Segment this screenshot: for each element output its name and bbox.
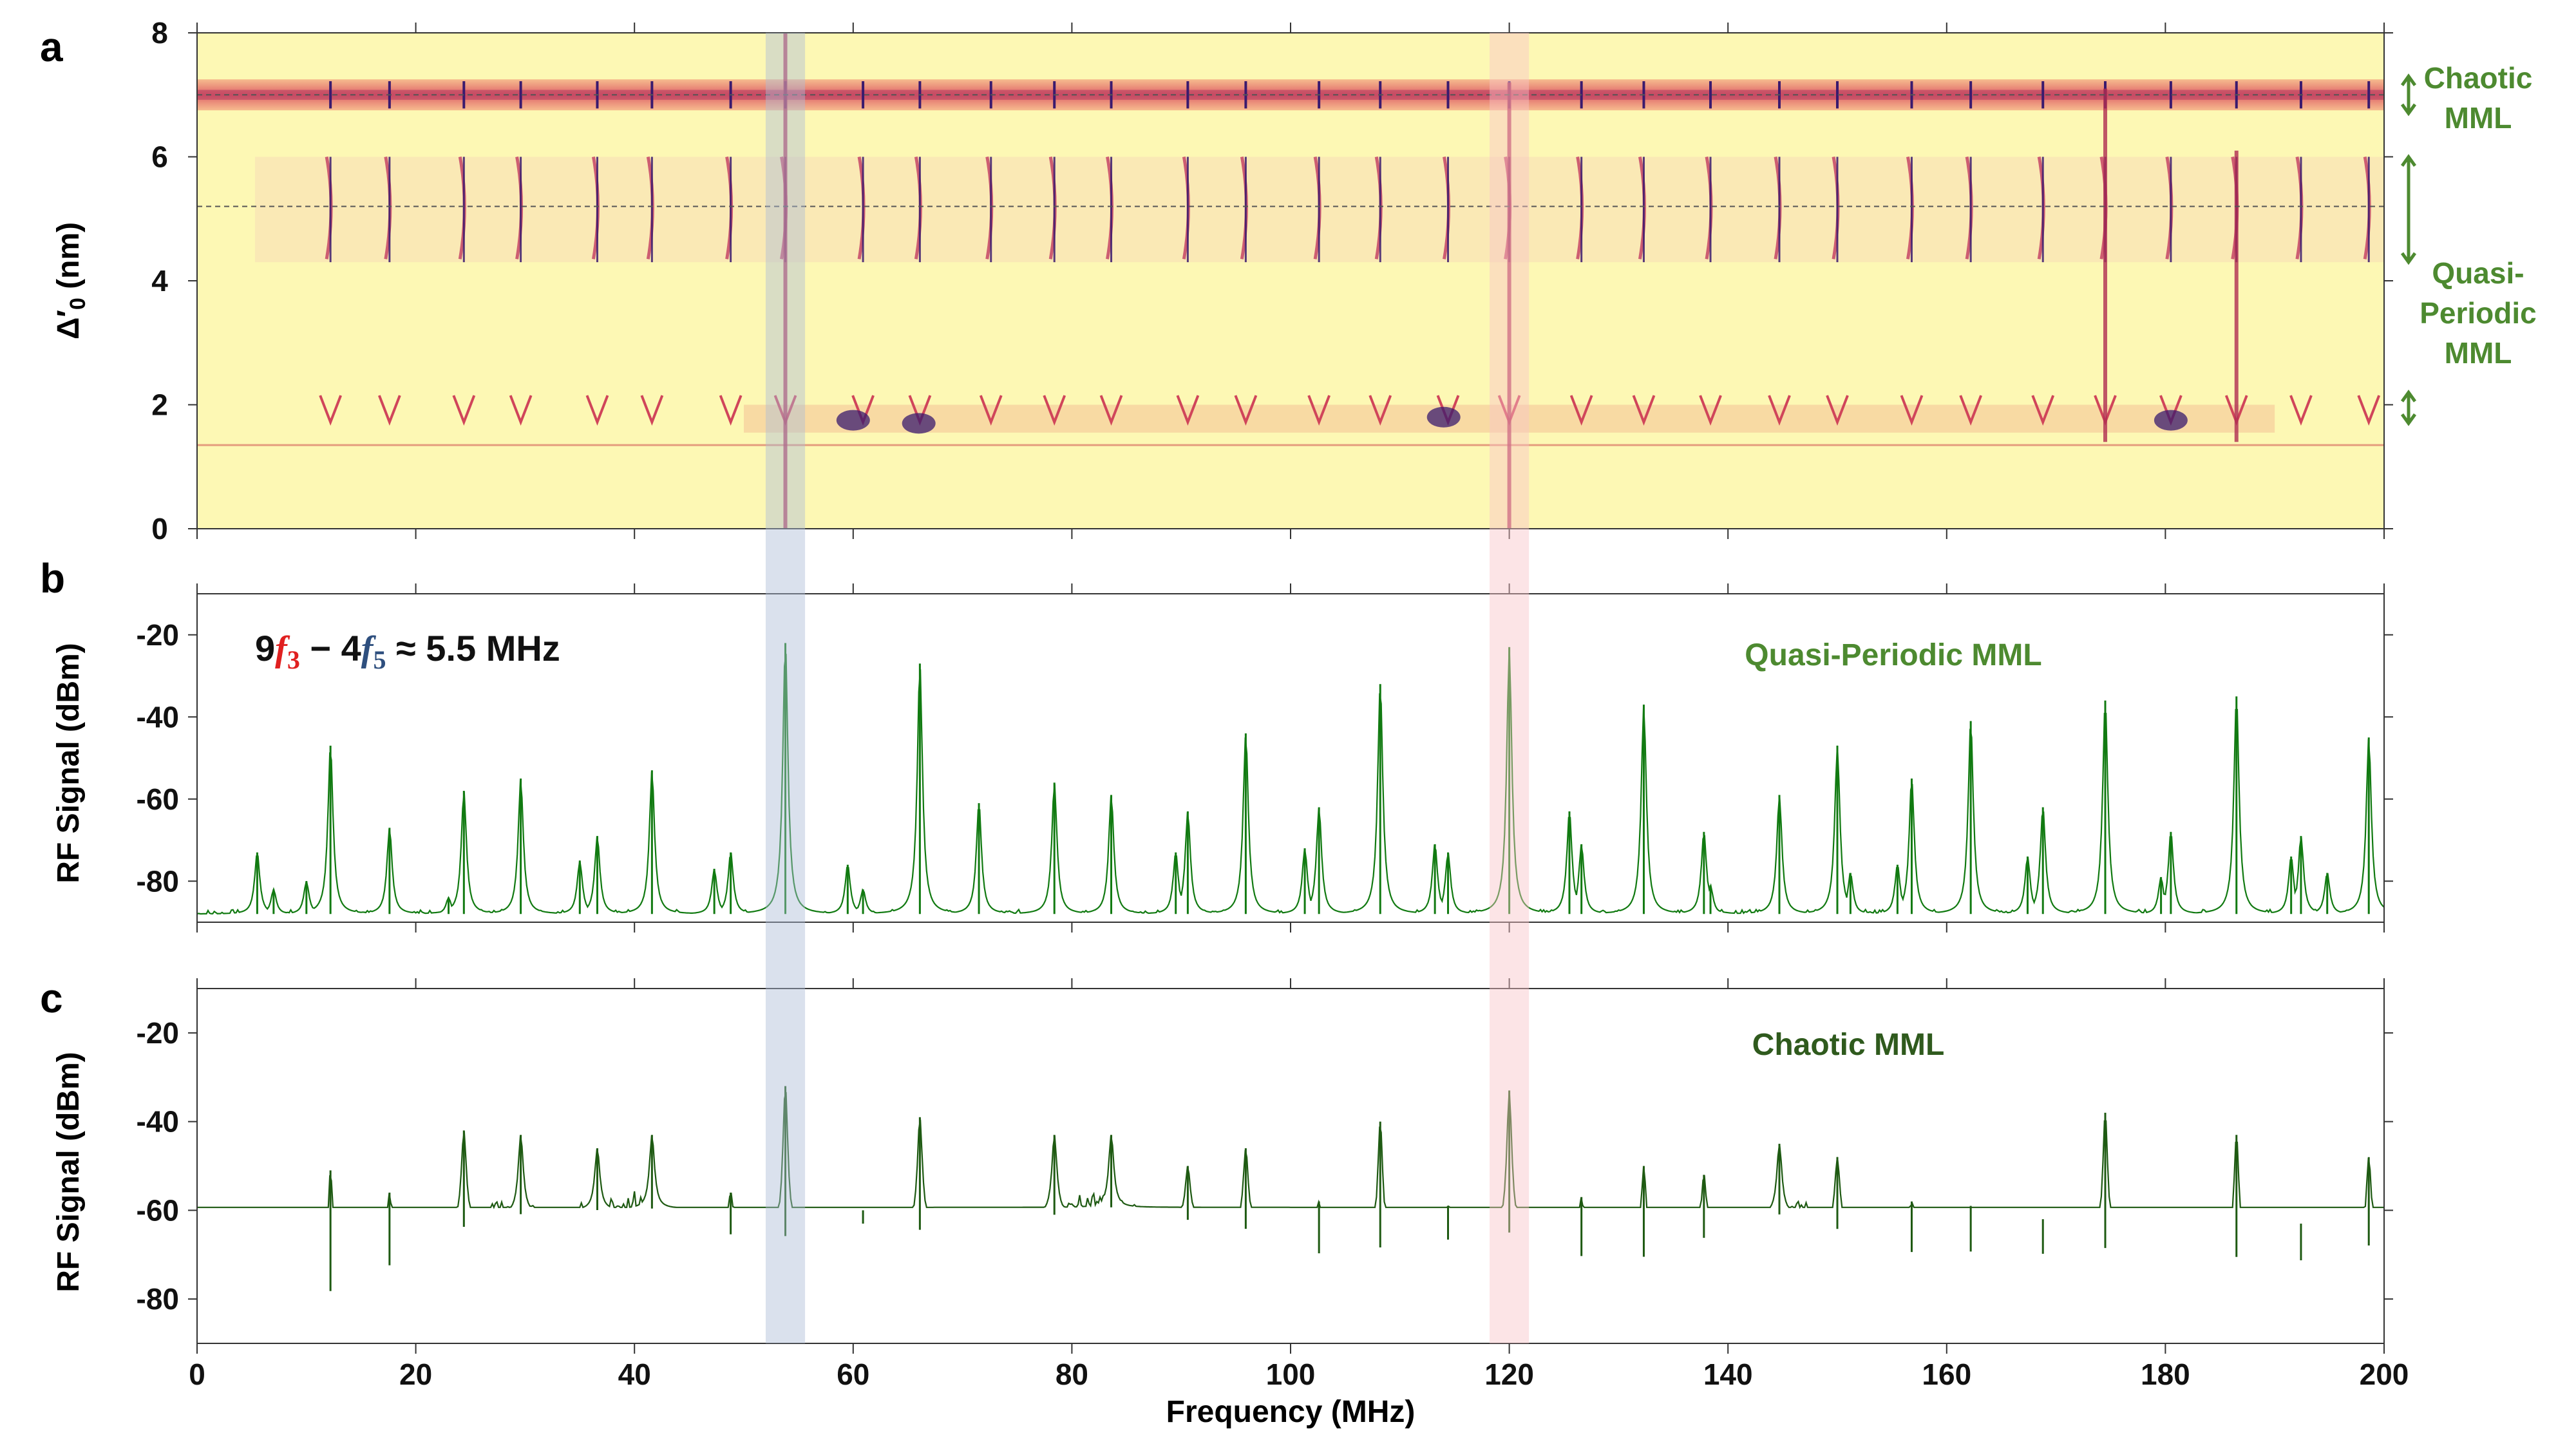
hot-spot <box>902 413 936 434</box>
low-band-v-feature <box>1632 395 1656 426</box>
annotation-quasi-line1: Quasi- <box>2432 256 2524 290</box>
y-tick-label: -40 <box>137 700 179 734</box>
low-band-v-feature <box>2031 395 2055 426</box>
y-tick-label: -20 <box>137 1016 179 1050</box>
approx-value: ≈ 5.5 MHz <box>386 628 560 668</box>
low-band-v-feature <box>2289 395 2313 426</box>
low-band-v-feature <box>719 395 743 426</box>
minus-four: − 4 <box>300 628 361 668</box>
panel-b-ticks: -80 -60 -40 -20 <box>137 583 2393 933</box>
panel-b-title: Quasi-Periodic MML <box>1745 638 2041 672</box>
low-band-v-feature <box>1307 395 1331 426</box>
panel-c-ticks: -80 -60 -40 -20 0 20 40 60 80 100 120 140 160 180 200 <box>137 978 2409 1391</box>
panel-label-a: a <box>40 24 63 70</box>
x-tick-label: 160 <box>1922 1358 1971 1391</box>
y-tick-label: -20 <box>137 618 179 652</box>
low-band-v-feature <box>1099 395 1123 426</box>
annotation-arrow-head-up <box>2400 154 2417 167</box>
x-tick-label: 120 <box>1484 1358 1534 1391</box>
heatmap-background <box>197 33 2384 529</box>
heatmap-marks <box>197 33 2384 529</box>
annotation-arrow-head-up <box>2400 389 2417 402</box>
low-band-v-feature <box>319 395 343 426</box>
annotation-arrow-head-up <box>2400 73 2417 86</box>
y-label-delta: Δ′ <box>52 310 86 339</box>
x-tick-label: 0 <box>189 1358 205 1391</box>
x-axis-label: Frequency (MHz) <box>1166 1395 1416 1429</box>
f5-subscript: 5 <box>373 645 386 674</box>
heatmap-ticks: 0 2 4 6 8 <box>151 16 2393 545</box>
low-band-v-feature <box>1699 395 1722 426</box>
x-tick-label: 40 <box>618 1358 651 1391</box>
x-tick-label: 20 <box>399 1358 432 1391</box>
x-tick-label: 80 <box>1056 1358 1088 1391</box>
quasi-periodic-spectrum <box>196 643 2385 915</box>
frequency-difference-annotation: 9f3 − 4f5 ≈ 5.5 MHz <box>255 628 560 674</box>
annotation-chaotic-line2: MML <box>2445 101 2512 135</box>
panel-c-frame <box>196 988 2385 1344</box>
x-tick-label: 140 <box>1703 1358 1753 1391</box>
y-tick-label: -80 <box>137 864 179 898</box>
chaotic-spectrum <box>197 1086 2384 1291</box>
low-band-v-feature <box>1176 395 1200 426</box>
annotation-arrow-head-down <box>2400 103 2417 117</box>
y-tick-label: -80 <box>137 1282 179 1316</box>
y-label-subscript: 0 <box>66 298 90 310</box>
panel-c: -80-60-40-200 20 40 60 80 100 120 140 160 180 200 … <box>40 975 2409 1429</box>
low-band-v-feature <box>1768 395 1791 426</box>
hot-spot <box>836 410 870 431</box>
low-band-v-feature <box>509 395 533 426</box>
low-band-v-feature <box>377 395 401 426</box>
highlight-band <box>765 33 806 1343</box>
spectrum-trace <box>197 1090 2384 1209</box>
low-band-v-feature <box>2357 395 2381 426</box>
low-band-v-feature <box>1569 395 1593 426</box>
low-band-v-feature <box>1900 395 1924 426</box>
hot-spot <box>1426 406 1461 428</box>
y-tick-label: 6 <box>151 140 168 174</box>
panel-b-y-axis-label: RF Signal (dBm) <box>52 643 86 883</box>
x-tick-label: 60 <box>837 1358 869 1391</box>
f3-subscript: 3 <box>287 645 300 674</box>
low-band-v-feature <box>1368 395 1392 426</box>
coef-nine: 9 <box>255 628 275 668</box>
y-tick-label: -60 <box>137 1193 179 1227</box>
annotation-quasi-line2: Periodic <box>2420 296 2537 330</box>
panel-c-title: Chaotic MML <box>1752 1028 1945 1062</box>
low-band-v-feature <box>1826 395 1849 426</box>
low-band-v-feature <box>1234 395 1258 426</box>
low-band-v-feature <box>1043 395 1066 426</box>
low-band-v-feature <box>452 395 476 426</box>
spectrum-trace <box>196 647 2385 915</box>
highlight-bands <box>765 33 1530 1343</box>
y-label-unit: (nm) <box>52 222 86 298</box>
panel-c-y-axis-label: RF Signal (dBm) <box>52 1052 86 1292</box>
y-tick-label: 2 <box>151 388 168 422</box>
y-tick-label: 0 <box>151 512 168 545</box>
low-band-v-feature <box>585 395 609 426</box>
low-band-v-feature <box>979 395 1003 426</box>
panel-b: -80 -60 -40 -20 b RF Signal (dBm) Quasi-Per… <box>40 555 2393 933</box>
x-tick-label: 200 <box>2360 1358 2409 1391</box>
heatmap-y-axis-label: Δ′0 (nm) <box>52 222 90 339</box>
regime-annotations: Chaotic MML Quasi- Periodic MML <box>2400 61 2537 426</box>
y-tick-label: -60 <box>137 782 179 816</box>
highlight-band <box>1490 33 1530 1343</box>
hot-spot <box>2154 410 2188 431</box>
x-tick-label: 100 <box>1266 1358 1316 1391</box>
y-tick-label: 8 <box>151 16 168 50</box>
annotation-arrow-head-down <box>2400 252 2417 265</box>
y-tick-label: -40 <box>137 1105 179 1139</box>
low-band-v-feature <box>640 395 664 426</box>
annotation-arrow-head-down <box>2400 413 2417 426</box>
annotation-quasi-line3: MML <box>2445 336 2512 370</box>
panel-label-b: b <box>40 555 65 601</box>
low-band-v-feature <box>1959 395 1983 426</box>
x-tick-label: 180 <box>2141 1358 2190 1391</box>
annotation-chaotic-line1: Chaotic <box>2424 61 2533 95</box>
panel-label-c: c <box>40 975 63 1021</box>
y-tick-label: 4 <box>151 264 168 298</box>
